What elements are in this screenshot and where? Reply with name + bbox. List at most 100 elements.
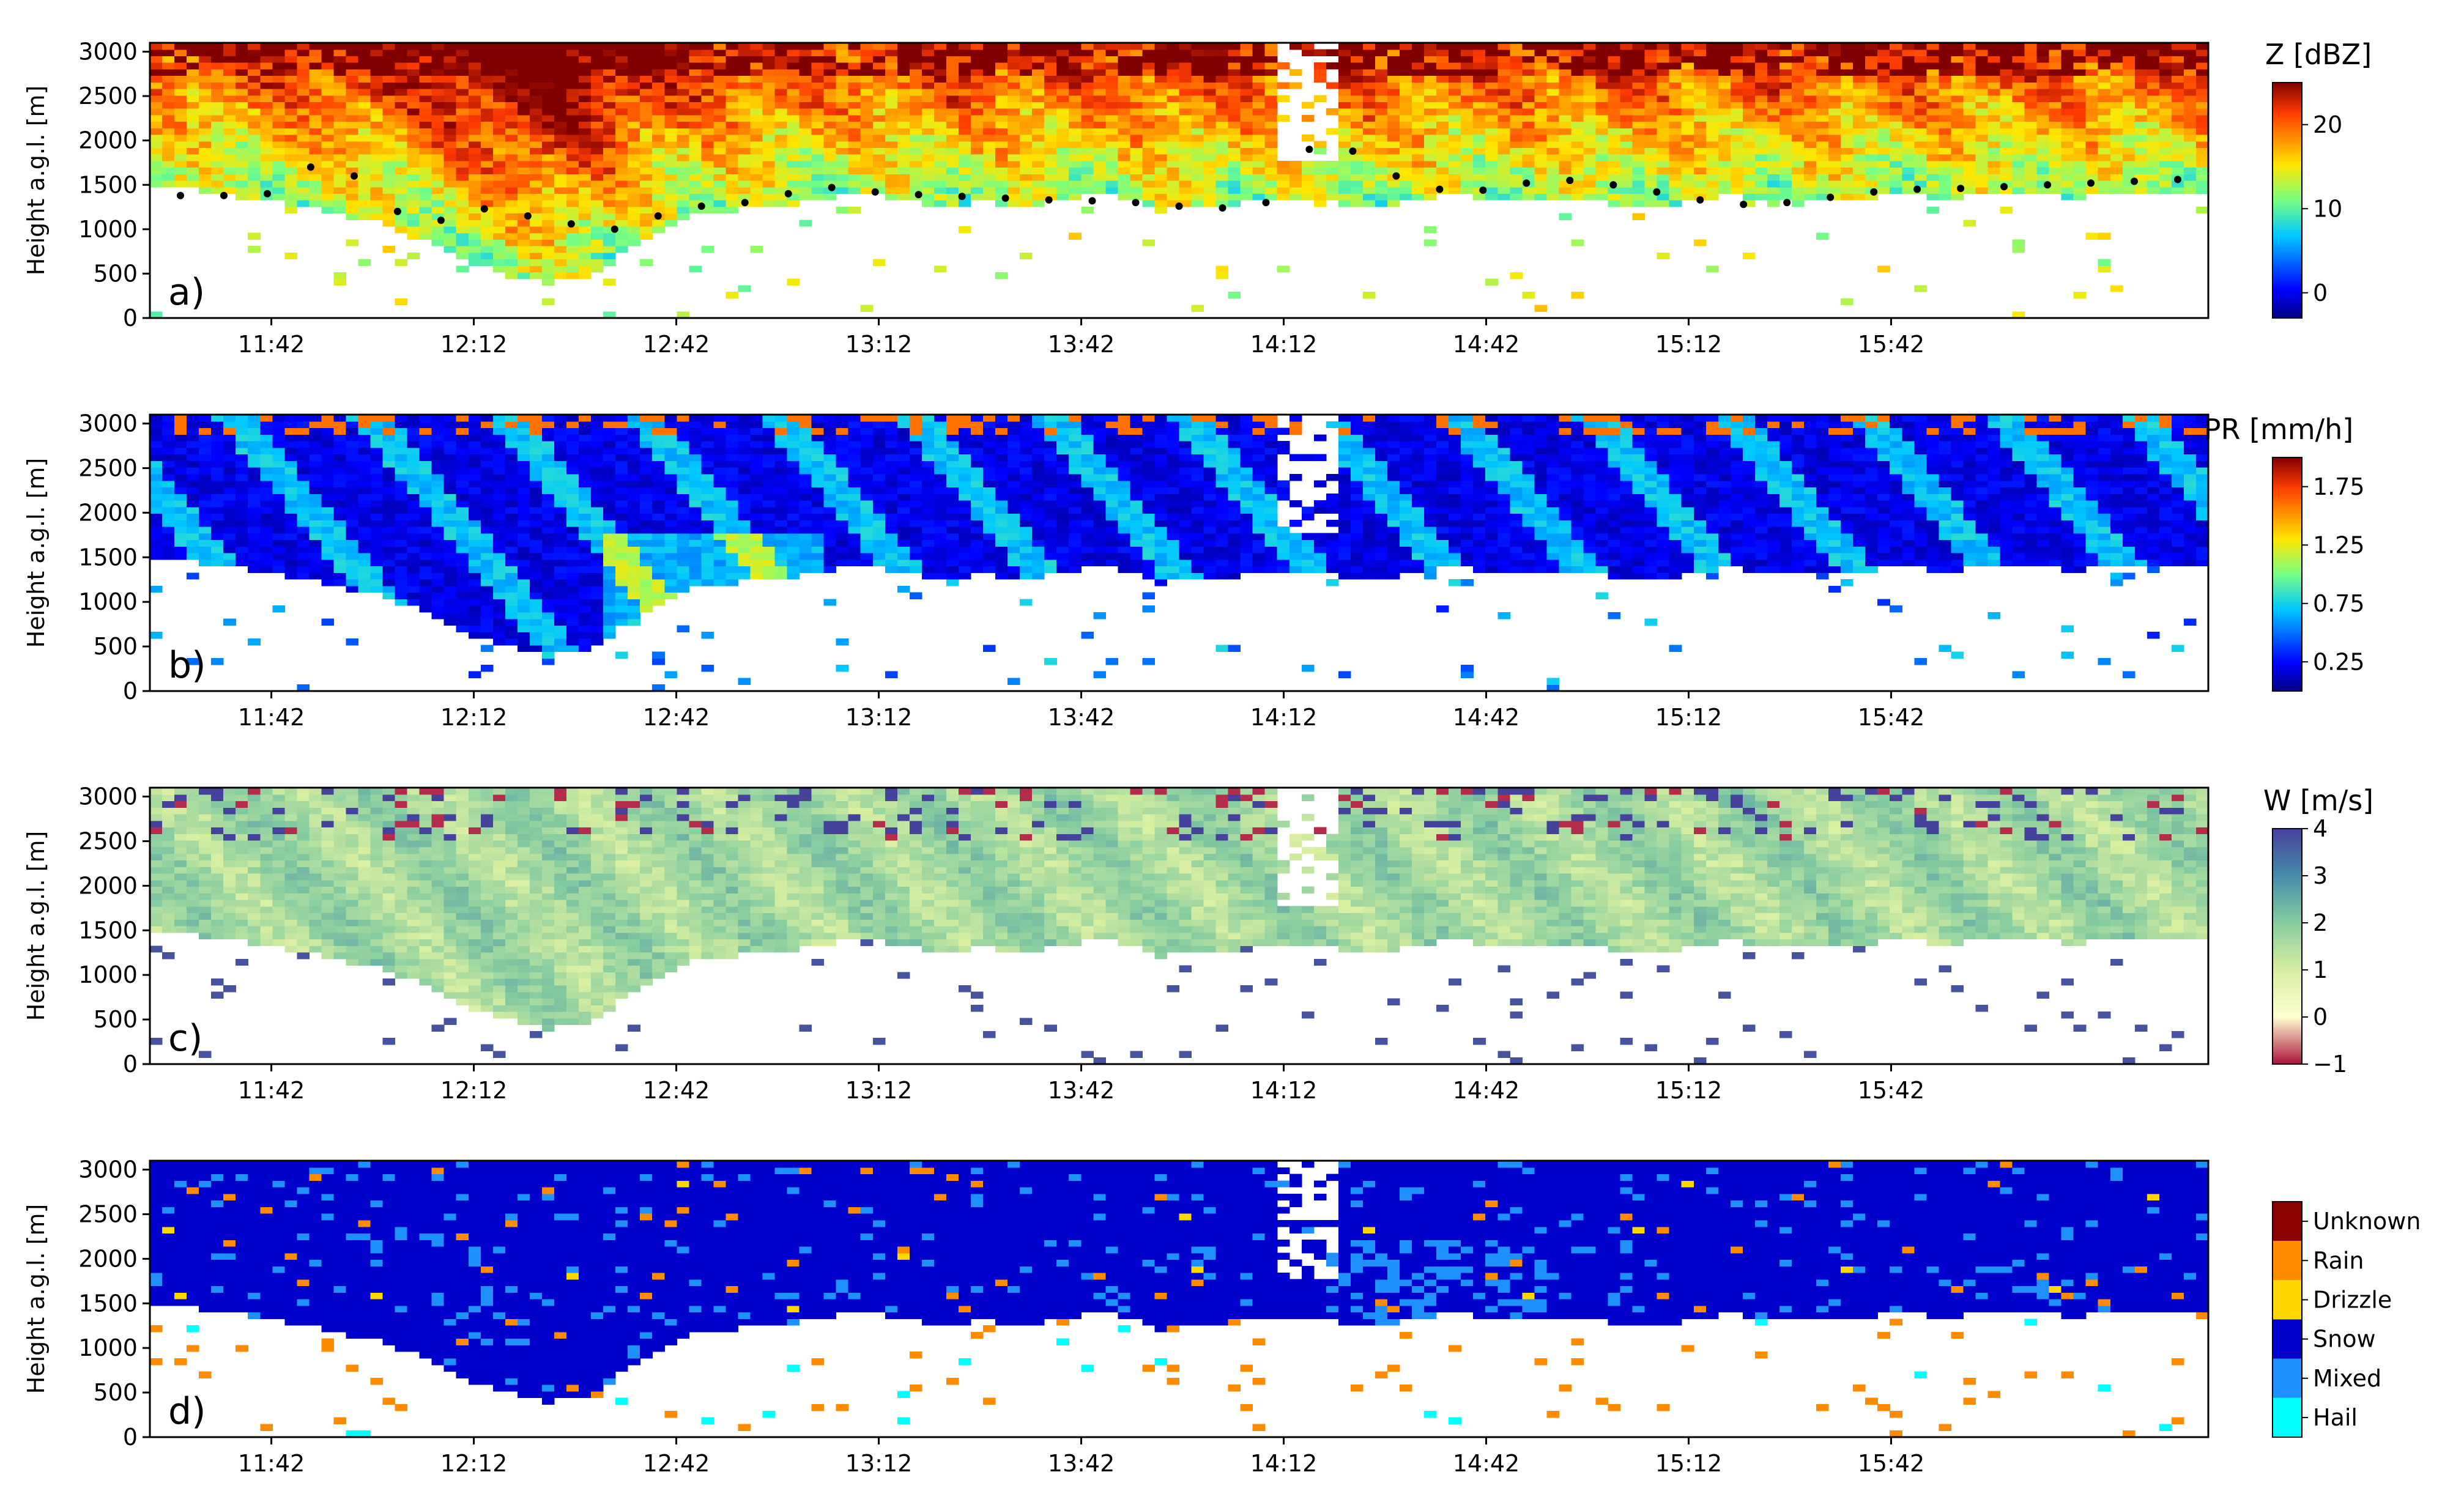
cell xyxy=(995,121,1008,128)
cell xyxy=(566,43,579,50)
cell xyxy=(1020,160,1033,168)
cell xyxy=(1375,187,1388,194)
cell xyxy=(443,193,457,201)
cell xyxy=(2036,102,2050,109)
cell xyxy=(1644,95,1658,102)
cell xyxy=(1449,114,1461,122)
cell xyxy=(187,527,199,534)
cell xyxy=(2036,141,2050,148)
cell xyxy=(2122,187,2136,194)
cell xyxy=(2122,174,2136,181)
cell xyxy=(358,141,371,148)
cell xyxy=(358,467,371,475)
cell xyxy=(579,114,592,122)
cell xyxy=(223,559,236,567)
cell xyxy=(480,252,494,260)
cell xyxy=(1424,128,1437,135)
cell xyxy=(382,553,396,560)
cell xyxy=(272,533,285,541)
cell xyxy=(2171,187,2184,194)
cell xyxy=(236,553,248,560)
cell xyxy=(395,206,408,214)
cell xyxy=(419,473,432,481)
cell xyxy=(664,49,677,56)
cell xyxy=(603,95,616,102)
cell xyxy=(1779,167,1792,174)
cell xyxy=(333,56,346,63)
cell xyxy=(407,467,420,475)
cell xyxy=(787,49,800,56)
cell xyxy=(260,447,273,455)
cell xyxy=(1264,154,1278,161)
cell xyxy=(272,441,285,448)
cloud-base-dot xyxy=(871,188,879,196)
cell xyxy=(2049,135,2062,142)
cell xyxy=(1730,154,1743,161)
cell xyxy=(774,193,788,201)
cell xyxy=(1926,108,1939,116)
cell xyxy=(1571,292,1584,299)
cell xyxy=(603,187,616,194)
cell xyxy=(2183,154,2197,161)
cell xyxy=(260,415,273,422)
cell xyxy=(591,246,604,253)
cell xyxy=(1742,82,1756,89)
cell xyxy=(174,480,187,487)
cell xyxy=(456,62,469,70)
cell xyxy=(284,102,297,109)
cell xyxy=(677,82,689,89)
cell xyxy=(2098,265,2111,273)
cell xyxy=(1289,180,1302,188)
cell xyxy=(174,500,187,508)
cell xyxy=(1069,89,1082,96)
cell xyxy=(2171,180,2184,188)
cell xyxy=(2134,49,2148,56)
cell xyxy=(1326,82,1339,89)
cell xyxy=(921,180,935,188)
cell xyxy=(382,180,396,188)
cell xyxy=(1313,95,1327,102)
cell xyxy=(995,82,1008,89)
cell xyxy=(492,226,506,234)
cell xyxy=(187,467,199,475)
cell xyxy=(174,62,187,70)
cell xyxy=(1118,82,1130,89)
cell xyxy=(529,95,543,102)
cell xyxy=(272,539,285,547)
cell xyxy=(1081,128,1094,135)
cell xyxy=(1032,43,1045,50)
cell xyxy=(921,102,935,109)
cell xyxy=(933,147,947,155)
cell xyxy=(677,141,689,148)
cell xyxy=(321,520,334,527)
cell xyxy=(787,62,800,70)
cell xyxy=(284,89,297,96)
cell xyxy=(1007,56,1020,63)
cell xyxy=(615,102,628,109)
cell xyxy=(995,167,1008,174)
cell xyxy=(1534,180,1547,188)
cell xyxy=(799,121,812,128)
cell xyxy=(395,68,408,76)
cell xyxy=(1865,135,1878,142)
cell xyxy=(1926,135,1939,142)
cell xyxy=(1142,75,1155,83)
cell xyxy=(382,494,396,501)
cell xyxy=(1669,187,1682,194)
cell xyxy=(959,82,971,89)
cell xyxy=(1559,102,1572,109)
cell xyxy=(1754,180,1768,188)
cell xyxy=(811,147,825,155)
cell xyxy=(738,174,751,181)
cell xyxy=(1375,147,1388,155)
cell xyxy=(1546,89,1559,96)
cell xyxy=(480,43,494,50)
cell xyxy=(1902,82,1915,89)
cell xyxy=(860,75,874,83)
cell xyxy=(971,82,984,89)
cell xyxy=(2061,160,2074,168)
cell xyxy=(2085,114,2099,122)
cell xyxy=(774,49,788,56)
cell xyxy=(419,174,432,181)
cell xyxy=(762,121,776,128)
